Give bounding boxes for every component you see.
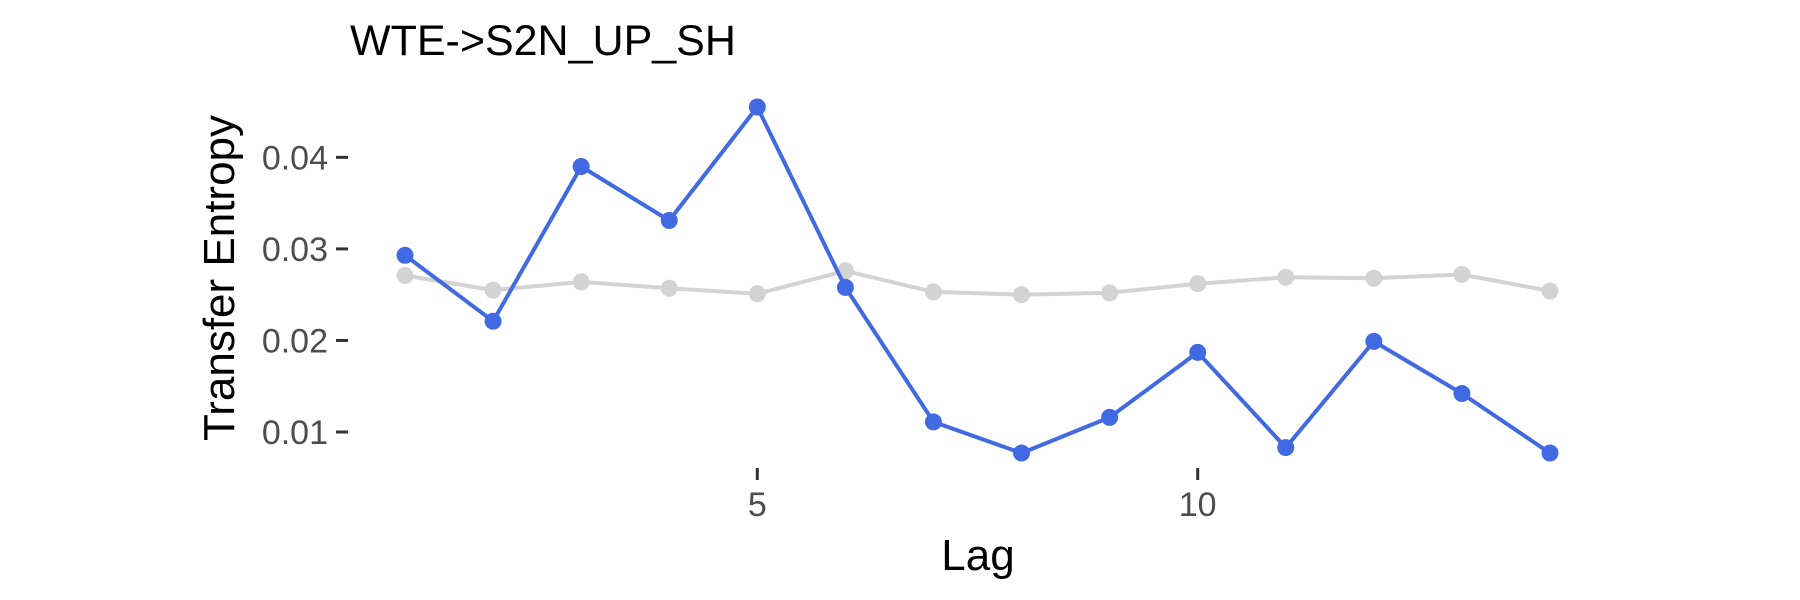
- data-point: [1101, 284, 1119, 302]
- data-point: [748, 285, 766, 303]
- x-axis: 5 10: [748, 468, 1217, 524]
- series-line: [403, 105, 1552, 456]
- data-point: [748, 98, 766, 116]
- series-layer: [396, 98, 1559, 462]
- data-point: [836, 278, 854, 296]
- data-point: [396, 246, 414, 264]
- data-point: [572, 158, 590, 176]
- y-tick-label: 0.04: [262, 139, 328, 177]
- x-tick-label: 5: [748, 486, 767, 524]
- data-point: [484, 312, 502, 330]
- data-point: [1453, 266, 1471, 284]
- series-1: [396, 262, 1559, 304]
- data-point: [572, 273, 590, 291]
- y-tick-label: 0.03: [262, 231, 328, 269]
- y-axis-title: Transfer Entropy: [195, 115, 244, 441]
- data-point: [1013, 286, 1031, 304]
- y-tick-label: 0.01: [262, 414, 328, 452]
- data-point: [1541, 282, 1559, 300]
- data-point: [484, 281, 502, 299]
- data-point: [1541, 444, 1559, 462]
- series-line: [404, 268, 1551, 297]
- chart-title: WTE->S2N_UP_SH: [350, 17, 736, 65]
- x-axis-title: Lag: [941, 531, 1014, 580]
- y-axis: 0.01 0.02 0.03 0.04: [262, 139, 348, 452]
- data-point: [1277, 439, 1295, 457]
- x-tick-label: 10: [1179, 486, 1217, 524]
- data-point: [924, 283, 942, 301]
- series-2: [396, 98, 1559, 462]
- data-point: [660, 279, 678, 297]
- data-point: [1189, 343, 1207, 361]
- data-point: [1013, 444, 1031, 462]
- data-point: [396, 266, 414, 284]
- data-point: [1101, 408, 1119, 426]
- data-point: [660, 212, 678, 230]
- data-point: [1453, 385, 1471, 403]
- data-point: [1189, 275, 1207, 293]
- data-point: [1365, 269, 1383, 287]
- data-point: [924, 413, 942, 431]
- data-point: [1277, 268, 1295, 286]
- data-point: [1365, 332, 1383, 350]
- y-tick-label: 0.02: [262, 322, 328, 360]
